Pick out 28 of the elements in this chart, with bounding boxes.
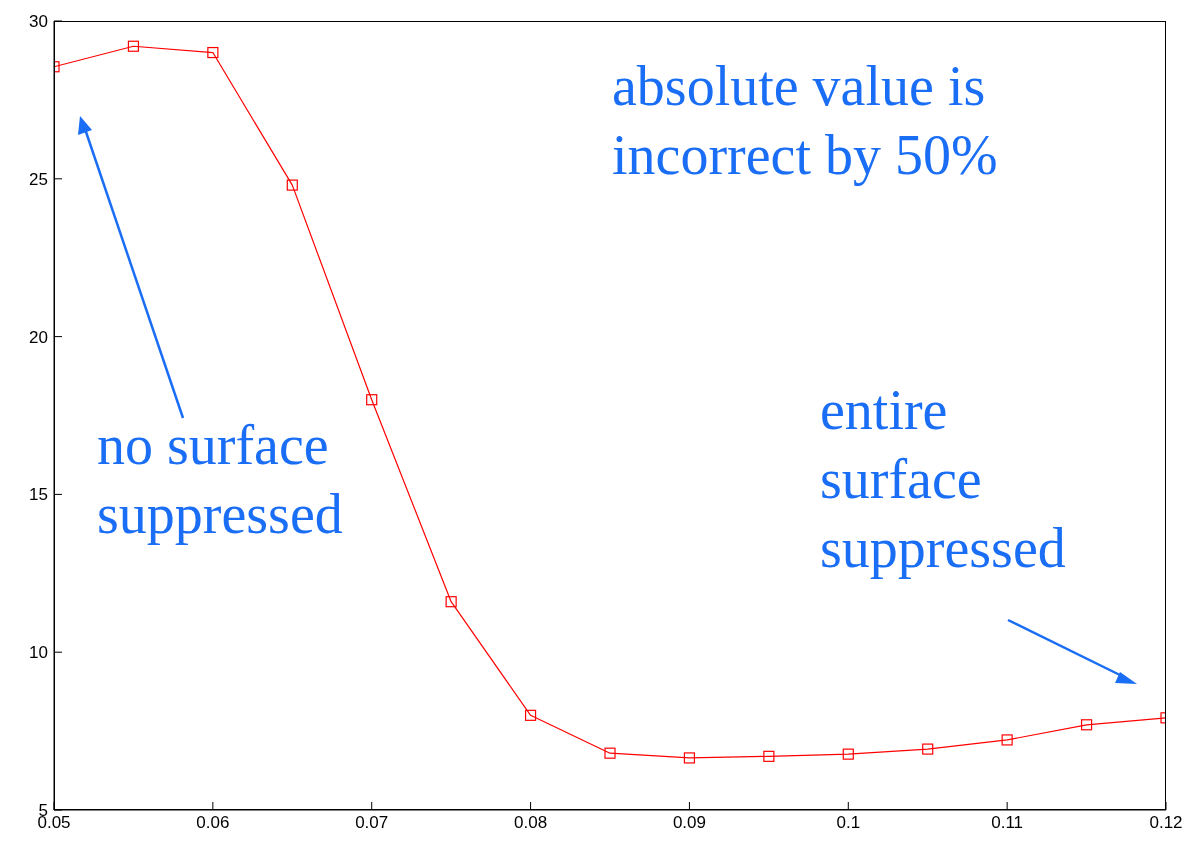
- point: [604, 747, 616, 759]
- point: [922, 743, 934, 755]
- x-tick-label: 0.09: [672, 813, 706, 833]
- point: [683, 752, 696, 764]
- point: [524, 709, 537, 721]
- annotation: entire surface suppressed: [820, 378, 1066, 581]
- y-tick-label: 20: [29, 327, 48, 347]
- x-tick-label: 0.06: [196, 813, 230, 833]
- point: [1001, 734, 1013, 746]
- point: [763, 750, 775, 762]
- y-tick-label: 30: [29, 12, 48, 32]
- point: [286, 179, 298, 191]
- x-tick-label: 0.08: [514, 813, 548, 833]
- point: [127, 40, 140, 52]
- point: [842, 748, 854, 760]
- point: [1080, 719, 1093, 731]
- x-tick-label: 0.12: [1149, 813, 1183, 833]
- y-tick-label: 15: [29, 485, 48, 505]
- annotation: no surface suppressed: [97, 413, 343, 547]
- x-tick-label: 0.1: [836, 813, 861, 833]
- point: [207, 46, 219, 59]
- y-tick-label: 25: [29, 169, 48, 189]
- point: [366, 394, 378, 406]
- point: [445, 596, 457, 608]
- x-tick-label: 0.11: [991, 813, 1024, 833]
- annotation: absolute value is incorrect by 50%: [612, 54, 998, 188]
- x-tick-label: 0.07: [355, 813, 389, 833]
- y-tick-label: 10: [29, 643, 48, 663]
